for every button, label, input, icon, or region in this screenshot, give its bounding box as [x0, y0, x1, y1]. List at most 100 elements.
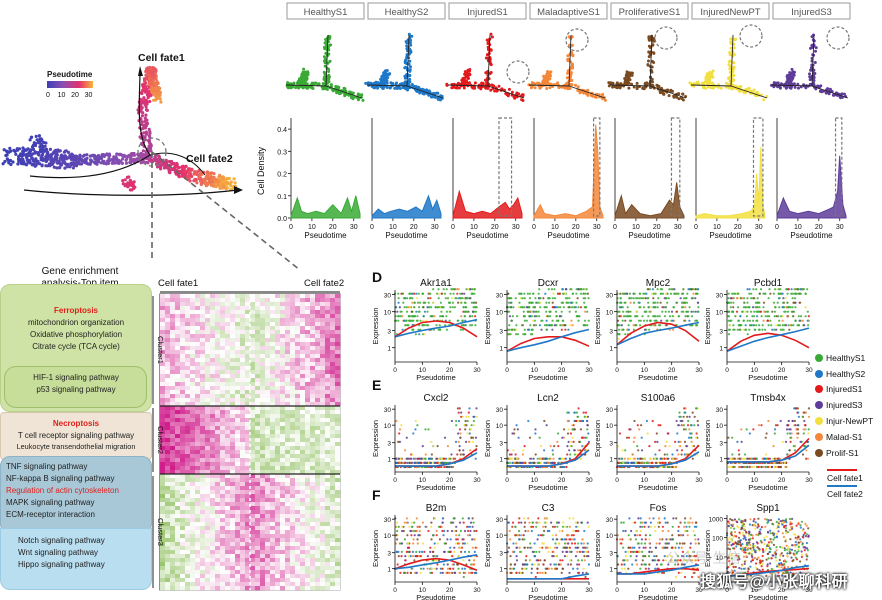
heatmap-cell [165, 506, 171, 511]
sample-trajectory-point [388, 72, 392, 76]
heatmap-cell [310, 522, 316, 527]
heatmap-cell [270, 334, 276, 339]
heatmap-cell [220, 494, 226, 499]
heatmap-cell [235, 422, 241, 427]
heatmap-cell [305, 302, 311, 307]
heatmap-cell [210, 538, 216, 543]
trajectory-point [130, 182, 135, 186]
heatmap-cell [200, 354, 206, 359]
heatmap-cell [210, 334, 216, 339]
heatmap-cell [275, 418, 281, 423]
heatmap-cell [185, 334, 191, 339]
heatmap-cell [300, 298, 306, 303]
heatmap-cell [235, 514, 241, 519]
heatmap-cell [190, 310, 196, 315]
trajectory-point [34, 157, 38, 161]
heatmap-cell [275, 318, 281, 323]
heatmap-cell [240, 394, 246, 399]
heatmap-cell [230, 374, 236, 379]
heatmap-cell [305, 310, 311, 315]
heatmap-cell [200, 462, 206, 467]
trajectory-point [181, 173, 185, 177]
heatmap-cell [200, 494, 206, 499]
heatmap-cell [230, 446, 236, 451]
heatmap-cell [325, 418, 331, 423]
heatmap-cell [170, 350, 176, 355]
heatmap-cell [325, 294, 331, 299]
heatmap-cell [265, 406, 271, 411]
heatmap-cell [240, 358, 246, 363]
heatmap-cell [190, 398, 196, 403]
trajectory-point [68, 155, 72, 159]
heatmap-cell [325, 354, 331, 359]
heatmap-cell [295, 526, 301, 531]
heatmap-cell [200, 310, 206, 315]
heatmap-cell [230, 318, 236, 323]
heatmap-cell [335, 362, 341, 367]
heatmap-cell [285, 418, 291, 423]
heatmap-cell [235, 502, 241, 507]
heatmap-cell [190, 434, 196, 439]
heatmap-cell [290, 326, 296, 331]
heatmap-cell [165, 322, 171, 327]
heatmap-cell [260, 450, 266, 455]
main-trajectory [1, 65, 243, 196]
heatmap-cell [250, 514, 256, 519]
heatmap-cell [305, 510, 311, 515]
trajectory-point [143, 90, 148, 94]
heatmap-cell [205, 538, 211, 543]
heatmap-cell [240, 514, 246, 519]
heatmap-cell [240, 494, 246, 499]
heatmap-cell [270, 318, 276, 323]
sample-trajectory-point [790, 76, 794, 80]
sample-trajectory-point [348, 90, 352, 94]
heatmap-cell [185, 322, 191, 327]
trajectory-point [35, 161, 39, 165]
heatmap [159, 293, 341, 591]
heatmap-cell [205, 330, 211, 335]
heatmap-cell [325, 458, 331, 463]
heatmap-cell [235, 318, 241, 323]
heatmap-cell [250, 546, 256, 551]
heatmap-cell [300, 518, 306, 523]
heatmap-cell [180, 494, 186, 499]
heatmap-cell [305, 506, 311, 511]
heatmap-cell [300, 450, 306, 455]
heatmap-cell [255, 298, 261, 303]
heatmap-cell [175, 542, 181, 547]
heatmap-cell [320, 462, 326, 467]
heatmap-cell [290, 330, 296, 335]
heatmap-cell [265, 478, 271, 483]
heatmap-cell [300, 426, 306, 431]
heatmap-cell [280, 314, 286, 319]
heatmap-cell [230, 386, 236, 391]
heatmap-cell [240, 550, 246, 555]
heatmap-cell [270, 474, 276, 479]
heatmap-cell [300, 386, 306, 391]
heatmap-cell [225, 382, 231, 387]
heatmap-cell [280, 366, 286, 371]
heatmap-cell [290, 306, 296, 311]
heatmap-cell [295, 510, 301, 515]
sample-trajectory-point [717, 85, 720, 89]
heatmap-cell [260, 398, 266, 403]
heatmap-cell [230, 550, 236, 555]
heatmap-cell [285, 342, 291, 347]
heatmap-cell [235, 354, 241, 359]
heatmap-cell [255, 294, 261, 299]
heatmap-cell [200, 506, 206, 511]
sample-trajectory-point [731, 78, 735, 81]
heatmap-cell [280, 530, 286, 535]
trajectory-point [66, 150, 71, 154]
sample-trajectory-point [436, 96, 440, 100]
heatmap-cell [240, 426, 246, 431]
heatmap-cell [250, 422, 256, 427]
heatmap-cell [335, 370, 341, 375]
heatmap-cell [190, 414, 196, 419]
heatmap-cell [275, 298, 281, 303]
heatmap-cell [210, 342, 216, 347]
heatmap-cell [210, 506, 216, 511]
heatmap-cell [240, 458, 246, 463]
heatmap-cell [170, 506, 176, 511]
heatmap-cell [225, 518, 231, 523]
